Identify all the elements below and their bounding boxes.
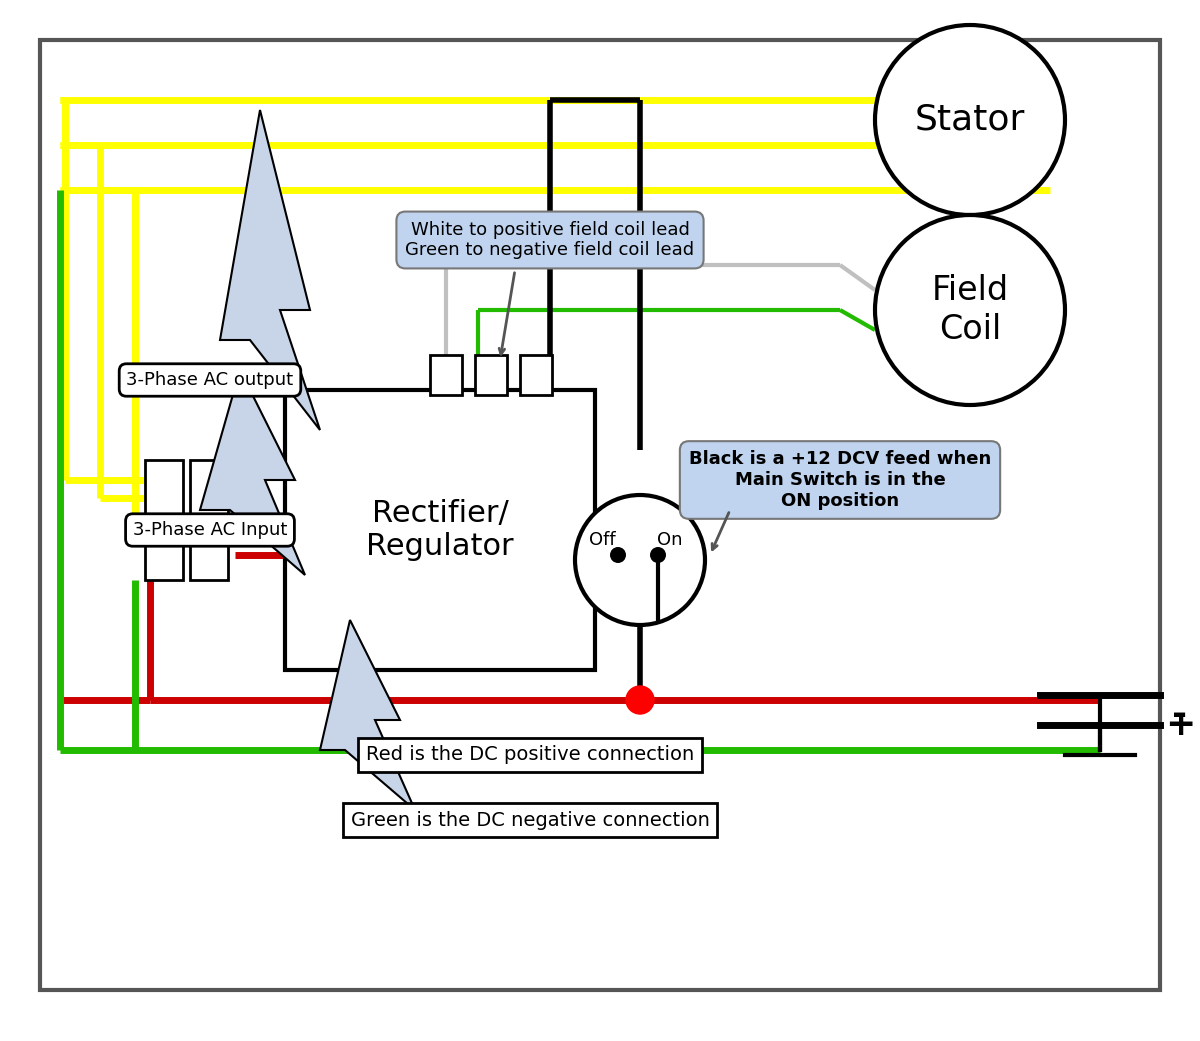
Circle shape xyxy=(875,215,1066,405)
Text: -: - xyxy=(1172,699,1188,732)
FancyBboxPatch shape xyxy=(190,460,228,580)
Text: Stator: Stator xyxy=(914,103,1025,137)
Text: Rectifier/
Regulator: Rectifier/ Regulator xyxy=(366,499,514,561)
FancyBboxPatch shape xyxy=(430,355,462,395)
FancyBboxPatch shape xyxy=(475,355,508,395)
Text: Black is a +12 DCV feed when
Main Switch is in the
ON position: Black is a +12 DCV feed when Main Switch… xyxy=(689,450,991,510)
FancyBboxPatch shape xyxy=(145,460,182,580)
FancyBboxPatch shape xyxy=(520,355,552,395)
Circle shape xyxy=(650,547,666,563)
Text: Red is the DC positive connection: Red is the DC positive connection xyxy=(366,745,694,764)
Text: +: + xyxy=(1165,708,1195,742)
Text: Field
Coil: Field Coil xyxy=(931,275,1008,346)
Circle shape xyxy=(575,496,706,625)
Text: 3-Phase AC Input: 3-Phase AC Input xyxy=(133,520,287,539)
Text: White to positive field coil lead
Green to negative field coil lead: White to positive field coil lead Green … xyxy=(406,221,695,259)
FancyBboxPatch shape xyxy=(286,390,595,670)
Polygon shape xyxy=(220,110,320,430)
Polygon shape xyxy=(200,370,305,575)
Text: Off: Off xyxy=(589,531,616,549)
Text: On: On xyxy=(658,531,683,549)
Circle shape xyxy=(626,686,654,714)
Text: 3-Phase AC output: 3-Phase AC output xyxy=(126,371,294,389)
Circle shape xyxy=(610,547,626,563)
Circle shape xyxy=(875,25,1066,215)
Polygon shape xyxy=(320,620,415,810)
Text: Green is the DC negative connection: Green is the DC negative connection xyxy=(350,811,709,830)
